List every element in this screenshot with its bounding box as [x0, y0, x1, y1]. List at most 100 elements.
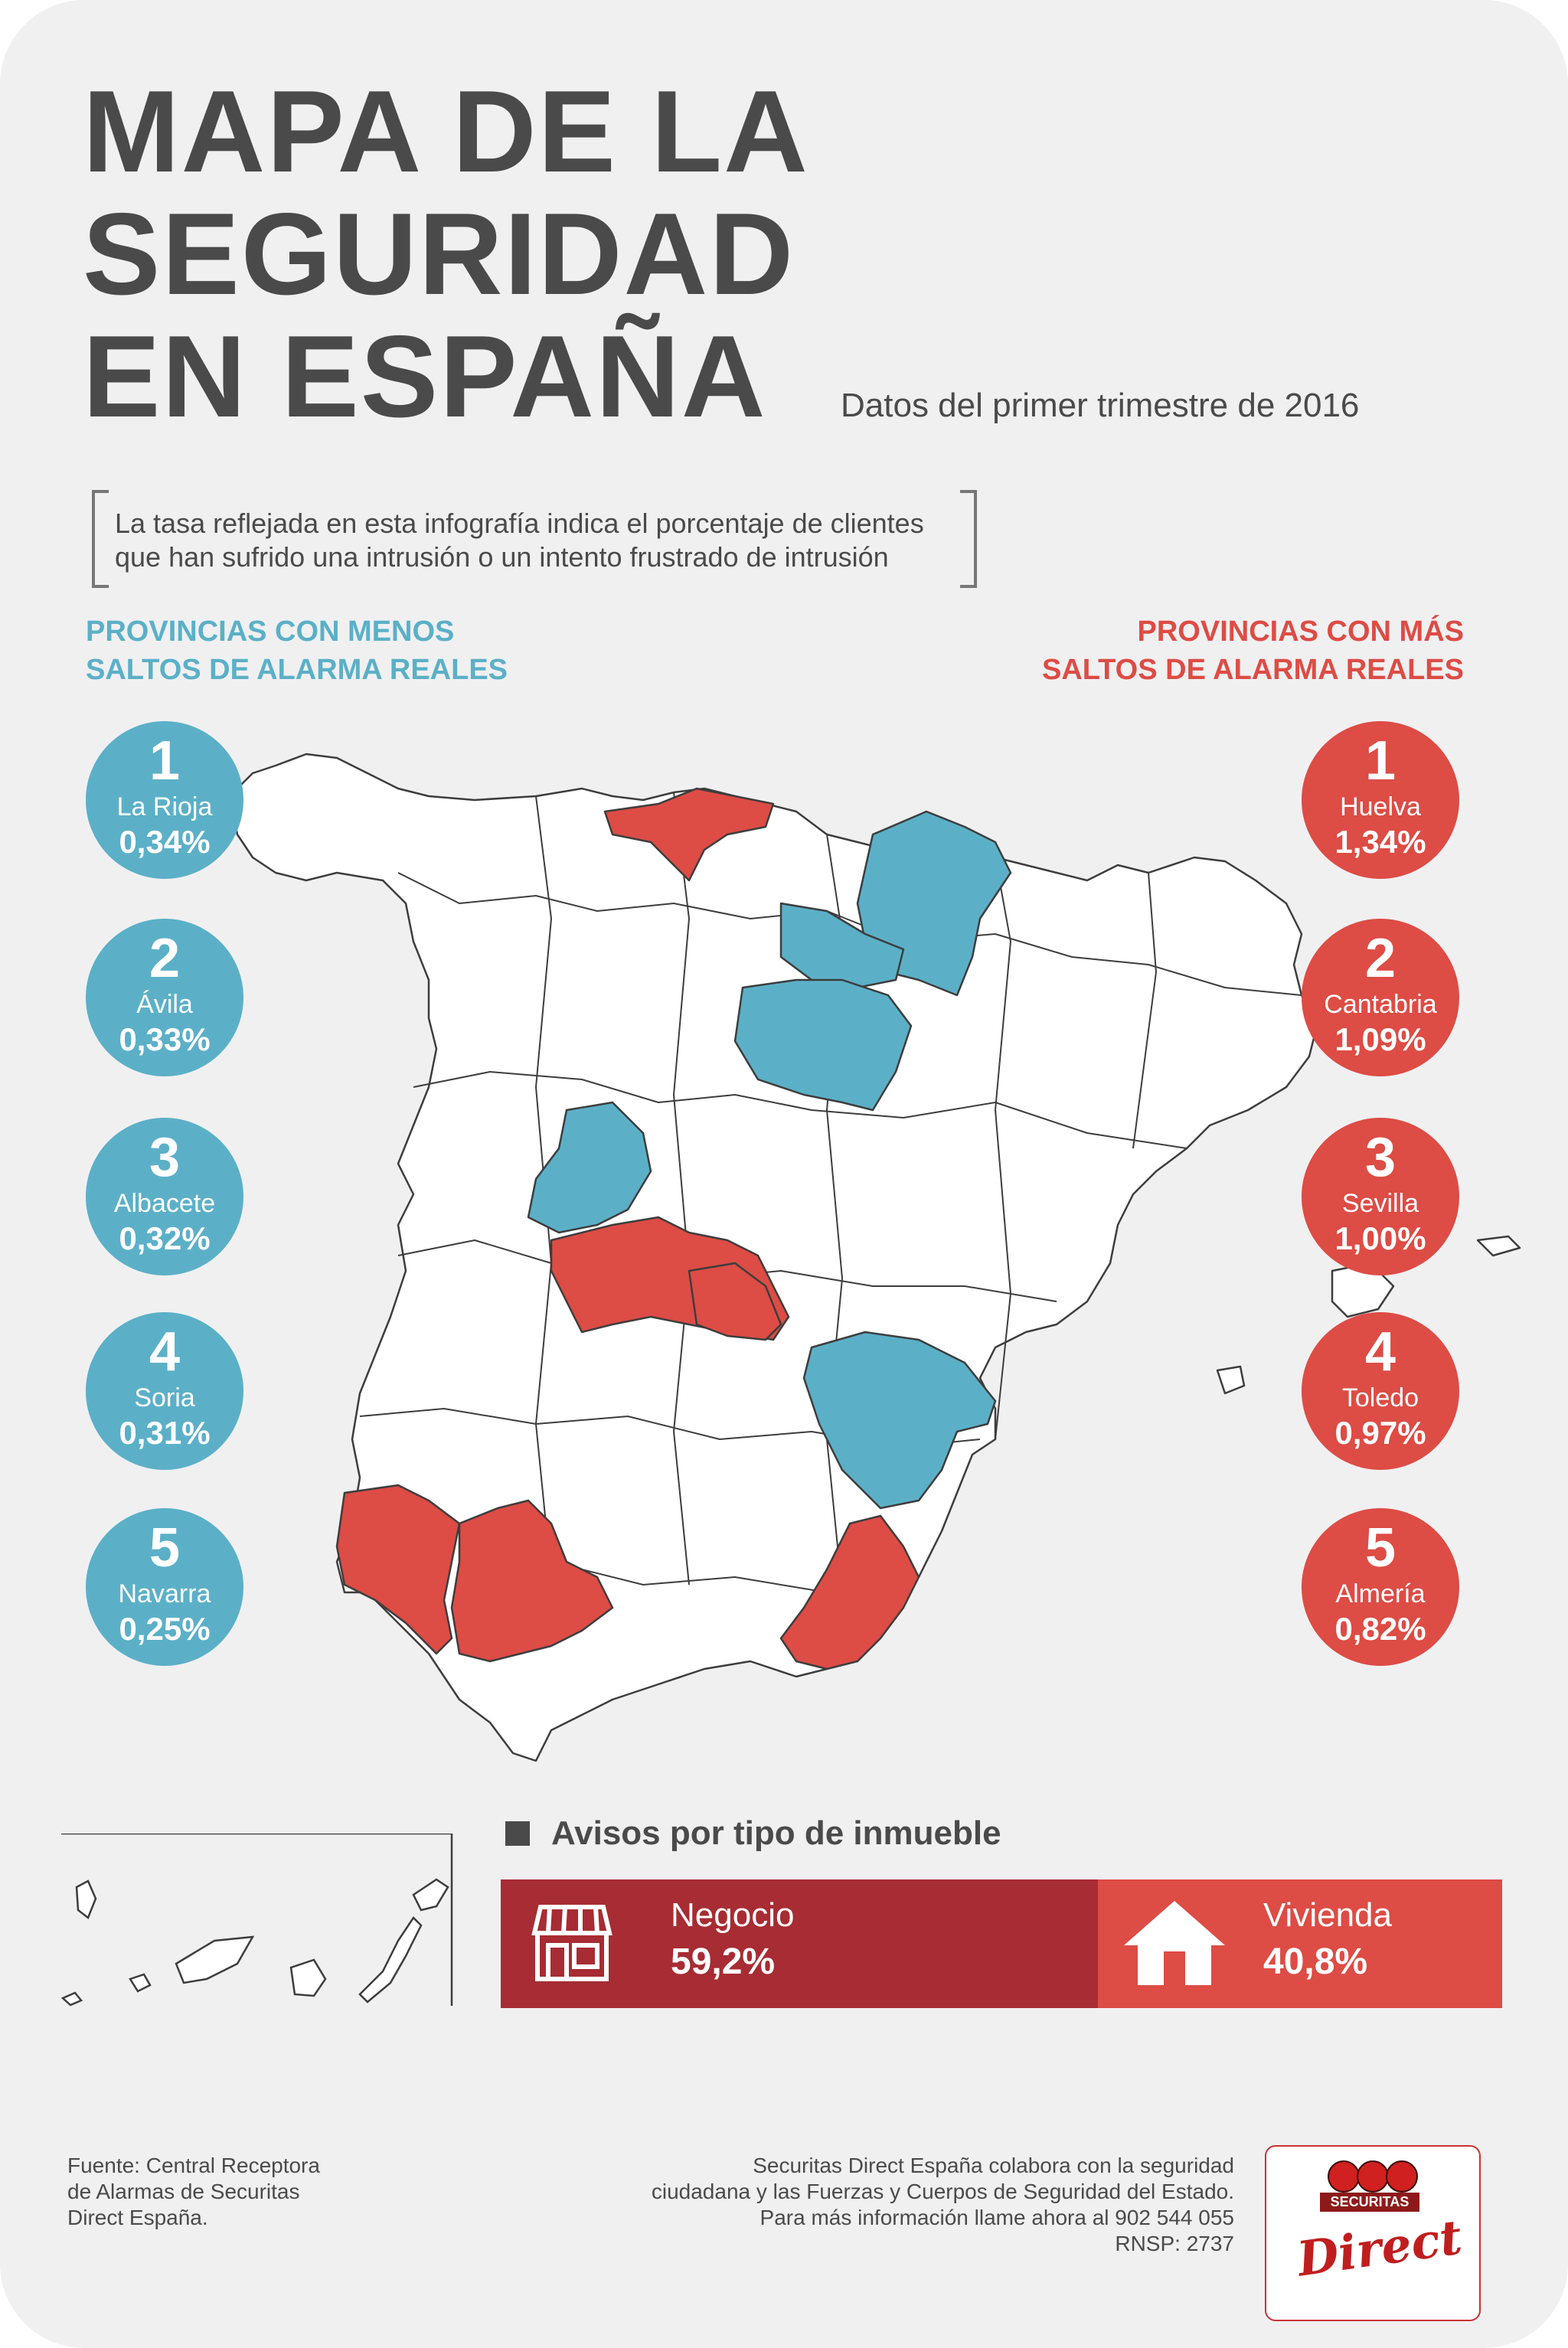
page-title: MAPA DE LA SEGURIDAD EN ESPAÑA: [83, 70, 879, 438]
methodology-note: La tasa reflejada en esta infografía ind…: [115, 507, 957, 574]
province-avila: [527, 1101, 652, 1234]
most-value: 1,00%: [1334, 1220, 1426, 1256]
collab-line-4: RNSP: 2737: [1115, 2232, 1234, 2255]
square-bullet-icon: [505, 1821, 530, 1846]
province-borders-9: [995, 857, 1011, 1440]
logo-securitas-text: SECURITAS: [1320, 2193, 1419, 2212]
most-alarms-heading: PROVINCIAS CON MÁS SALTOS DE ALARMA REAL…: [1042, 612, 1464, 689]
province-borders-10: [1132, 872, 1157, 1149]
province-sevilla: [450, 1499, 614, 1663]
home-bar: Vivienda 40,8%: [1098, 1879, 1502, 2008]
least-badge-2: 2 Ávila 0,33%: [86, 919, 243, 1076]
least-heading-line-1: PROVINCIAS CON MENOS: [86, 616, 455, 648]
source-line-2: de Alarmas de Securitas: [67, 2180, 300, 2203]
most-value: 0,97%: [1334, 1415, 1426, 1451]
most-value: 0,82%: [1334, 1611, 1426, 1647]
most-rank: 3: [1364, 1127, 1396, 1188]
least-badge-4: 4 Soria 0,31%: [86, 1312, 243, 1470]
collab-line-2: ciudadana y las Fuerzas y Cuerpos de Seg…: [651, 2180, 1234, 2203]
least-alarms-heading: PROVINCIAS CON MENOS SALTOS DE ALARMA RE…: [86, 612, 508, 689]
island-la-gomera: [129, 1973, 152, 1993]
province-la-rioja: [779, 902, 905, 989]
province-borders-2: [413, 1071, 1187, 1149]
province-albacete: [802, 1331, 997, 1510]
home-label: Vivienda: [1263, 1896, 1392, 1934]
least-value: 0,34%: [119, 824, 211, 860]
least-rank: 1: [149, 730, 181, 792]
collab-line-3: Para más información llame ahora al 902 …: [760, 2206, 1234, 2229]
most-rank: 1: [1364, 730, 1396, 792]
most-badge-3: 3 Sevilla 1,00%: [1302, 1118, 1459, 1275]
note-bracket-left: [92, 490, 109, 588]
most-value: 1,09%: [1334, 1021, 1426, 1057]
avisos-title: Avisos por tipo de inmueble: [505, 1814, 1001, 1853]
island-el-hierro: [61, 1991, 83, 2007]
least-province: Albacete: [113, 1189, 216, 1218]
collaboration-note: Securitas Direct España colabora con la …: [545, 2153, 1234, 2257]
most-province: Toledo: [1341, 1383, 1419, 1412]
least-heading-line-2: SALTOS DE ALARMA REALES: [86, 654, 508, 686]
province-cantabria: [603, 787, 775, 882]
source-line-3: Direct España.: [67, 2206, 208, 2229]
most-badge-4: 4 Toledo 0,97%: [1302, 1312, 1459, 1470]
note-bracket-right: [960, 490, 977, 588]
province-almeria: [779, 1514, 920, 1670]
most-rank: 4: [1364, 1321, 1396, 1383]
most-badge-1: 1 Huelva 1,34%: [1302, 721, 1459, 879]
least-badge-3: 3 Albacete 0,32%: [86, 1118, 243, 1275]
least-value: 0,32%: [119, 1220, 211, 1256]
least-badge-1: 1 La Rioja 0,34%: [86, 721, 243, 879]
least-province: La Rioja: [116, 792, 213, 821]
most-heading-line-1: PROVINCIAS CON MÁS: [1137, 616, 1464, 648]
note-line-1: La tasa reflejada en esta infografía ind…: [115, 508, 924, 539]
canary-islands-inset: [61, 1834, 453, 2007]
province-borders-7: [673, 792, 690, 1585]
most-heading-line-2: SALTOS DE ALARMA REALES: [1041, 654, 1464, 686]
business-value: 59,2%: [671, 1941, 776, 1982]
least-value: 0,25%: [119, 1611, 211, 1647]
province-toledo-east: [688, 1262, 782, 1341]
island-la-palma: [75, 1879, 97, 1919]
most-province: Cantabria: [1324, 990, 1437, 1019]
frame-line: [61, 1834, 453, 2006]
note-line-2: que han sufrido una intrusión o un inten…: [115, 541, 889, 573]
most-value: 1,34%: [1334, 824, 1426, 860]
source-line-1: Fuente: Central Receptora: [67, 2154, 320, 2177]
subtitle: Datos del primer trimestre de 2016: [841, 387, 1360, 424]
least-rank: 5: [149, 1517, 181, 1579]
most-badge-2: 2 Cantabria 1,09%: [1302, 919, 1459, 1076]
island-tenerife: [175, 1935, 255, 1984]
most-province: Huelva: [1340, 792, 1421, 821]
house-icon: [1124, 1901, 1225, 1985]
most-province: Sevilla: [1341, 1189, 1419, 1218]
least-badge-5: 5 Navarra 0,25%: [86, 1508, 243, 1666]
least-province: Soria: [134, 1383, 195, 1412]
title-line-3: EN ESPAÑA: [83, 312, 767, 442]
least-rank: 2: [149, 928, 181, 989]
least-rank: 4: [149, 1321, 181, 1383]
source-note: Fuente: Central Receptora de Alarmas de …: [67, 2153, 320, 2231]
province-huelva: [335, 1484, 461, 1655]
logo-dots-icon: [1328, 2160, 1418, 2196]
balearic-menorca: [1476, 1235, 1521, 1257]
business-label: Negocio: [671, 1896, 795, 1934]
business-bar: Negocio 59,2%: [501, 1879, 1098, 2008]
title-line-1: MAPA DE LA: [83, 67, 809, 197]
least-value: 0,33%: [119, 1021, 211, 1057]
home-value: 40,8%: [1263, 1941, 1368, 1982]
island-fuerteventura: [358, 1916, 423, 2003]
avisos-title-text: Avisos por tipo de inmueble: [551, 1814, 1001, 1852]
province-borders-8: [826, 834, 843, 1593]
securitas-direct-logo: SECURITAS Direct: [1265, 2145, 1481, 2321]
most-rank: 5: [1364, 1517, 1396, 1579]
shop-icon: [531, 1905, 612, 1981]
collab-line-1: Securitas Direct España colabora con la …: [753, 2154, 1234, 2177]
most-province: Almería: [1335, 1579, 1426, 1608]
least-province: Navarra: [118, 1579, 211, 1608]
island-gran-canaria: [289, 1958, 327, 1997]
island-lanzarote: [412, 1878, 449, 1912]
logo-direct-text: Direct: [1293, 2209, 1465, 2288]
balearic-ibiza: [1216, 1365, 1246, 1395]
